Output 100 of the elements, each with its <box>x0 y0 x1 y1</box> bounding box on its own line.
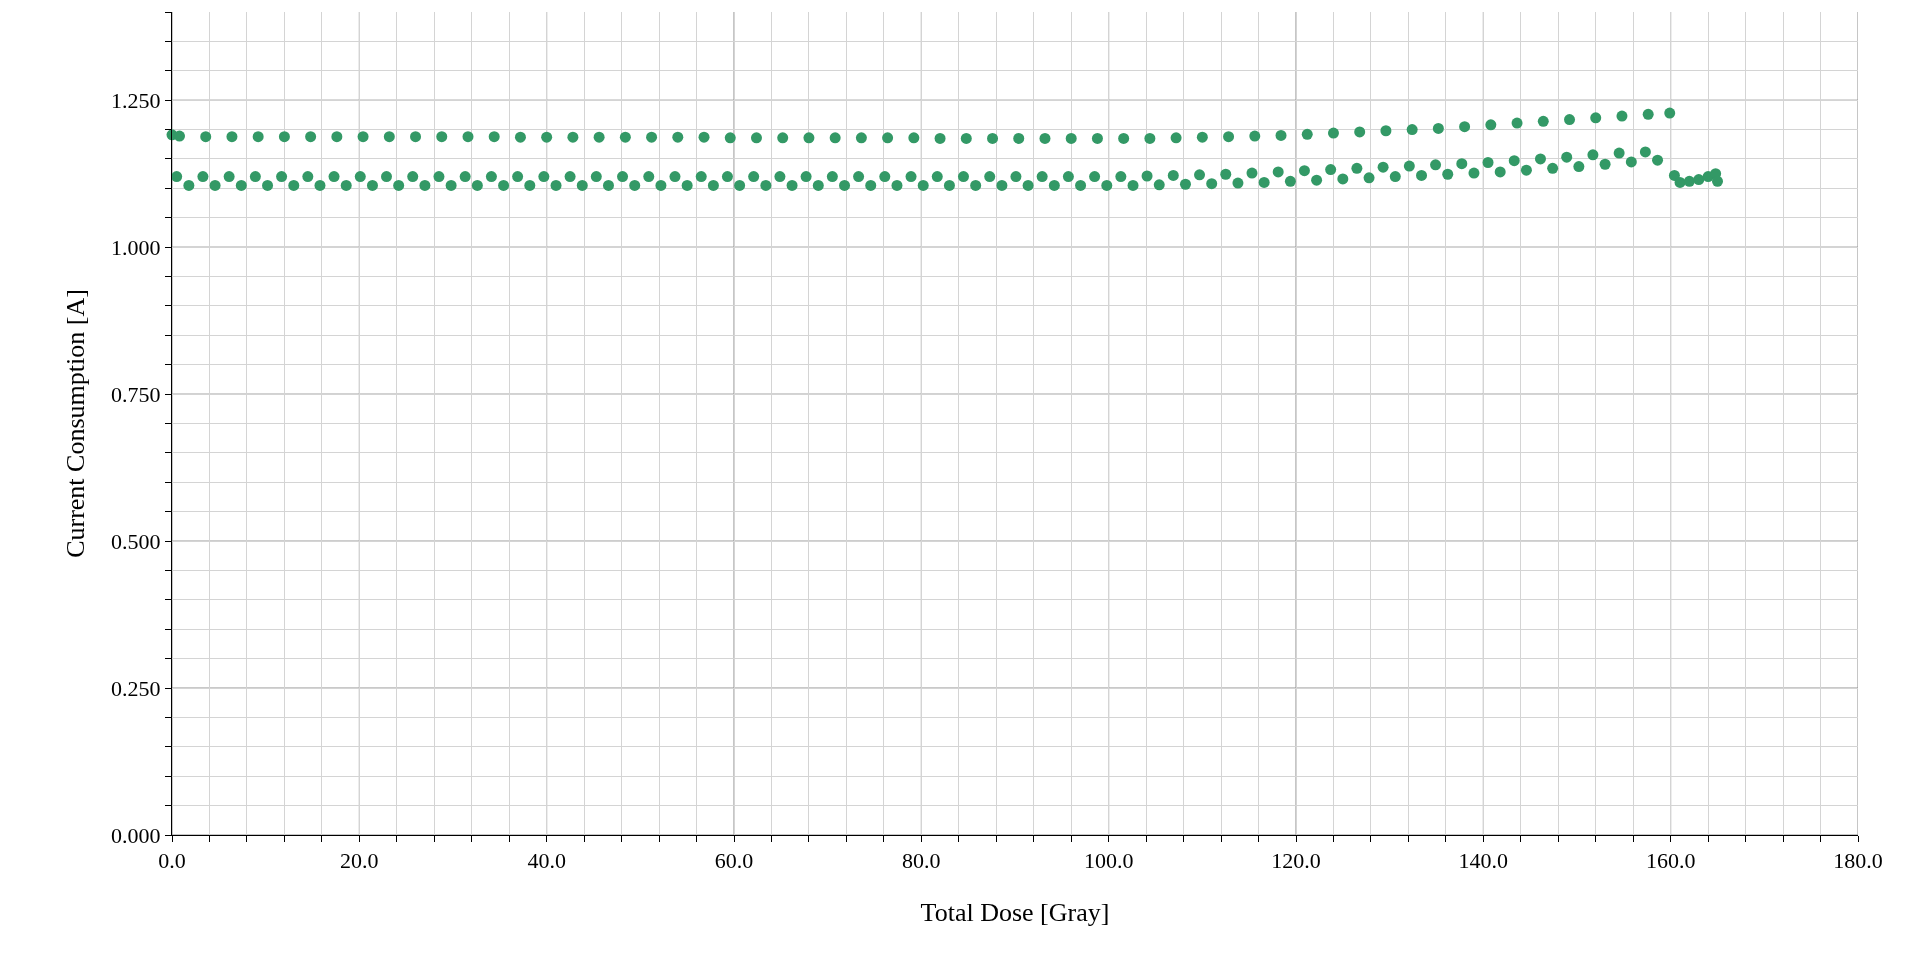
point <box>567 131 579 143</box>
point <box>1406 124 1418 136</box>
point <box>984 171 996 183</box>
point <box>1022 179 1034 191</box>
x-tick-label: 60.0 <box>714 848 754 874</box>
point <box>786 179 798 191</box>
point <box>1311 174 1323 186</box>
point <box>1194 169 1206 181</box>
point <box>445 179 457 191</box>
point <box>1642 108 1654 120</box>
point <box>1089 171 1101 183</box>
point <box>734 179 746 191</box>
point <box>960 132 972 144</box>
point <box>524 179 536 191</box>
point <box>471 179 483 191</box>
point <box>197 171 209 183</box>
point <box>366 179 378 191</box>
point <box>393 179 405 191</box>
point <box>314 179 326 191</box>
point <box>934 132 946 144</box>
point <box>590 171 602 183</box>
point <box>1377 161 1389 173</box>
point <box>488 131 500 143</box>
point <box>262 179 274 191</box>
point <box>1403 160 1415 172</box>
point <box>276 171 288 183</box>
point <box>1298 165 1310 177</box>
point <box>1039 132 1051 144</box>
point <box>1668 169 1680 181</box>
point <box>1223 131 1235 143</box>
x-tick-label: 180.0 <box>1833 848 1883 874</box>
point <box>226 131 238 143</box>
x-tick-label: 120.0 <box>1271 848 1321 874</box>
point <box>1013 132 1025 144</box>
point <box>1246 167 1258 179</box>
point <box>1075 179 1087 191</box>
point <box>619 131 631 143</box>
point <box>1432 122 1444 134</box>
point <box>1010 171 1022 183</box>
point <box>1712 175 1723 187</box>
point <box>1494 166 1506 178</box>
point <box>1639 146 1651 158</box>
point <box>1065 132 1077 144</box>
point <box>1351 162 1363 174</box>
point <box>1101 179 1113 191</box>
point <box>865 179 877 191</box>
point <box>485 171 497 183</box>
point <box>1693 174 1705 186</box>
point <box>433 171 445 183</box>
point <box>305 131 317 143</box>
point <box>1363 172 1375 184</box>
point <box>957 171 969 183</box>
x-tick-label: 160.0 <box>1645 848 1696 874</box>
x-tick-label: 100.0 <box>1083 848 1134 874</box>
x-tick-label: 40.0 <box>527 848 566 874</box>
point <box>183 179 195 191</box>
point <box>1537 115 1549 127</box>
point <box>1511 117 1523 129</box>
point <box>777 132 789 144</box>
point <box>1573 161 1585 173</box>
point <box>1167 169 1179 181</box>
point <box>1564 114 1576 126</box>
point <box>917 179 929 191</box>
point <box>593 131 605 143</box>
point <box>987 132 999 144</box>
point <box>707 179 719 191</box>
point <box>1485 119 1497 131</box>
point <box>839 179 851 191</box>
point <box>1456 158 1468 170</box>
point <box>550 179 562 191</box>
point <box>541 131 553 143</box>
point <box>853 171 865 183</box>
point <box>891 179 903 191</box>
point <box>459 171 471 183</box>
point <box>328 171 340 183</box>
point <box>1196 131 1208 143</box>
point <box>1325 164 1337 176</box>
point <box>812 179 824 191</box>
point <box>617 171 629 183</box>
point <box>695 171 707 183</box>
point <box>340 179 352 191</box>
point <box>1459 121 1471 133</box>
point <box>698 131 710 143</box>
y-tick-label: 1.000 <box>111 234 161 260</box>
point <box>943 179 955 191</box>
point <box>1249 130 1261 142</box>
point <box>1482 156 1494 168</box>
point <box>829 132 841 144</box>
point <box>1430 159 1442 171</box>
point <box>800 171 812 183</box>
point <box>655 179 667 191</box>
point <box>1625 156 1637 168</box>
x-tick-label: 0.0 <box>158 848 186 874</box>
point <box>235 179 247 191</box>
point <box>643 171 655 183</box>
point <box>538 171 550 183</box>
point <box>774 171 786 183</box>
point <box>1587 149 1599 161</box>
point <box>646 131 658 143</box>
y-tick-label: 0.000 <box>111 822 161 848</box>
